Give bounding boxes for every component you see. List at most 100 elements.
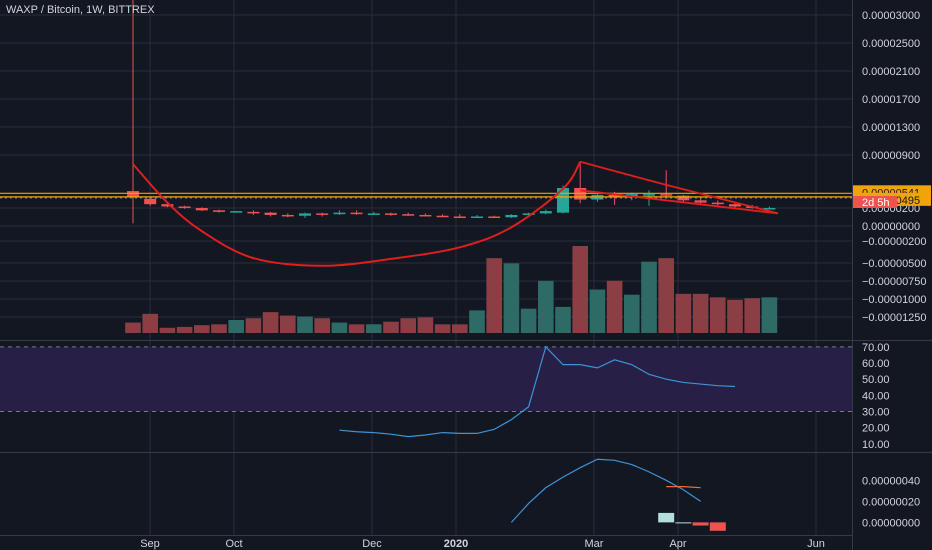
candle-body [522,213,535,215]
volume-bar [761,297,778,333]
rsi-tick-label: 10.00 [862,439,890,451]
volume-bar [159,327,176,333]
macd-histogram-bar [692,522,709,526]
candle-body [299,213,311,216]
price-tick-label: 0.00001300 [862,122,920,134]
macd-tick-label: 0.00000000 [862,517,920,529]
volume-bar [589,289,606,333]
candle-body [195,208,208,211]
volume-bar [228,319,244,333]
rsi-tick-label: 70.00 [862,342,890,354]
chart-title: WAXP / Bitcoin, 1W, BITTREX [6,4,155,16]
volume-bar [417,317,434,333]
volume-bar [400,318,416,333]
time-tick-label: Sep [140,538,160,550]
price-tick-label: −0.00000500 [862,258,927,270]
candle-body [281,214,294,217]
time-tick-label: Oct [225,538,242,550]
candle-body [557,187,569,213]
candle-body [419,214,432,217]
time-tick-label: Jun [807,538,825,550]
rsi-tick-label: 30.00 [862,407,890,419]
volume-bar [211,324,227,333]
time-tick-label: 2020 [444,538,468,550]
candle-body [436,215,449,218]
volume-bar [245,318,262,333]
candle-body [505,214,518,218]
candle-body [539,211,552,214]
volume-bar [452,324,468,333]
candle-body [385,213,397,215]
rsi-line [339,345,736,438]
volume-bar [434,324,451,333]
cup-drawing [132,161,582,267]
countdown-label: 2d 5h [862,197,890,209]
macd-histogram-bar [675,522,692,524]
candle-body [367,213,380,215]
volume-bar [744,298,760,333]
candle-body [230,211,243,213]
candle-body [333,212,346,215]
candle-body [350,212,363,215]
candle-body [161,204,174,207]
volume-bar [125,322,141,333]
volume-bar [262,312,279,333]
candle-body [677,195,690,201]
volume-bar [383,321,399,333]
time-tick-label: Dec [362,538,382,550]
volume-bar [469,310,485,333]
candle-body [453,216,466,218]
volume-bar [280,315,296,333]
volume-bar [194,325,210,333]
candle-body [264,212,277,215]
volume-bar [641,261,657,333]
macd-line [510,458,701,523]
macd-histogram-bar [658,512,675,523]
volume-bar [366,324,382,333]
rsi-tick-label: 60.00 [862,358,890,370]
macd-signal-line [666,486,701,489]
volume-bar [538,280,554,333]
volume-bar [675,293,692,333]
candle-body [144,198,157,205]
rsi-tick-label: 50.00 [862,374,890,386]
volume-bar [297,316,313,333]
volume-bar [503,263,520,333]
volume-bar [710,297,726,333]
candle-body [763,208,776,210]
time-tick-label: Apr [669,538,686,550]
volume-bar [314,318,330,333]
volume-bar [331,322,348,333]
candle-body [402,214,415,216]
price-tick-label: 0.00002500 [862,38,920,50]
candle-body [127,191,139,198]
time-tick-label: Mar [585,538,604,550]
volume-bar [142,313,158,333]
rsi-tick-label: 20.00 [862,423,890,435]
wedge-line [580,189,779,215]
price-tick-label: −0.00000750 [862,276,927,288]
volume-bar [727,299,743,333]
price-tick-label: 0.00003000 [862,10,920,22]
candle-body [178,206,191,209]
volume-bar [348,324,365,333]
candle-body [316,213,329,215]
candle-body [660,194,673,196]
countdown-bg [853,196,897,208]
candle-body [213,210,225,212]
candle-body [711,202,724,205]
volume-bar [606,280,623,333]
candle-body [643,194,655,196]
price-tick-label: 0.00002100 [862,66,920,78]
price-tick-label: 0.00001700 [862,94,920,106]
candle-body [729,204,741,207]
candle-body [471,216,483,218]
volume-bar [572,246,588,333]
candle-body [608,194,621,198]
price-tick-label: −0.00000200 [862,236,927,248]
volume-bar [692,293,709,333]
price-tick-label: 0.00000000 [862,221,920,233]
